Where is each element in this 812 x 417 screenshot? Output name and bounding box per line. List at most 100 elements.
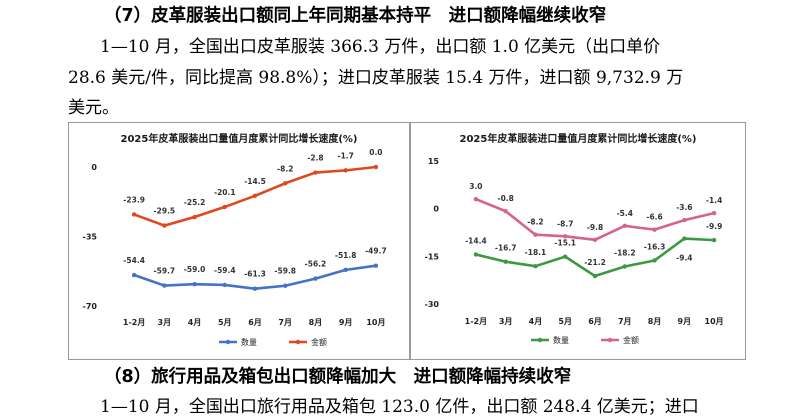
data-point <box>622 223 627 229</box>
data-point <box>682 217 687 223</box>
data-label: -49.7 <box>365 247 387 256</box>
data-label: -16.3 <box>644 242 666 251</box>
data-point <box>473 196 479 202</box>
data-label: -20.1 <box>214 188 236 197</box>
data-point <box>652 227 657 232</box>
data-label: -54.4 <box>123 256 145 265</box>
import-chart: 2025年皮革服装进口量值月度累计同比增长速度(%) 15 0 -15 -30 1-2月 3… <box>410 122 746 360</box>
data-point <box>283 283 288 288</box>
y-tick-label: 0 <box>433 205 439 214</box>
y-tick-label: -35 <box>83 233 98 242</box>
data-label: -15.1 <box>554 239 576 248</box>
x-tick-label: 5月 <box>218 318 232 327</box>
section-7-heading: （7）皮革服装出口额同上年同期基本持平 进口额降幅继续收窄 <box>104 6 607 26</box>
section-7-paragraph-line-3: 美元。 <box>68 98 119 118</box>
y-tick-label: -70 <box>83 302 98 311</box>
section-8-paragraph-line-1: 1—10 月，全国出口旅行用品及箱包 123.0 亿件，出口额 248.4 亿美… <box>100 397 699 417</box>
x-tick-label: 3月 <box>158 318 172 327</box>
y-tick-label: 0 <box>91 163 97 172</box>
data-point <box>563 254 568 259</box>
data-label: -59.4 <box>214 266 236 275</box>
x-tick-label: 9月 <box>339 318 353 327</box>
data-label: -9.4 <box>676 254 692 263</box>
chart-title: 2025年皮革服装出口量值月度累计同比增长速度(%) <box>121 132 358 145</box>
data-label: -56.2 <box>305 260 327 269</box>
data-label: -2.8 <box>307 154 323 163</box>
data-point <box>313 170 318 175</box>
x-tick-label: 1-2月 <box>123 318 145 327</box>
data-label: -21.2 <box>584 258 606 267</box>
x-tick-label: 9月 <box>678 317 692 326</box>
data-point <box>652 258 657 263</box>
data-label: -0.8 <box>497 194 513 203</box>
data-point <box>533 263 538 269</box>
x-tick-label: 4月 <box>529 317 543 326</box>
data-label: -9.8 <box>587 223 603 232</box>
data-label: -14.5 <box>244 177 266 186</box>
data-label: -18.1 <box>525 248 547 257</box>
data-label: 0.0 <box>369 148 382 157</box>
data-point <box>162 283 167 288</box>
data-point <box>131 212 137 217</box>
data-point <box>192 281 197 287</box>
data-point <box>222 282 227 288</box>
x-tick-label: 3月 <box>499 317 513 326</box>
data-point <box>373 164 379 170</box>
data-label: 3.0 <box>469 182 482 191</box>
data-label: -51.8 <box>335 251 357 260</box>
data-label: -6.6 <box>646 213 662 222</box>
export-chart-svg: 2025年皮革服装出口量值月度累计同比增长速度(%) 0 -35 -70 1-2月 3月 4… <box>83 132 387 347</box>
data-point <box>622 264 627 269</box>
data-point <box>343 267 348 273</box>
y-tick-label: 15 <box>428 157 440 166</box>
data-label: -1.4 <box>706 196 722 205</box>
data-point <box>473 252 479 257</box>
data-point <box>592 237 598 243</box>
data-label: -14.4 <box>465 236 487 245</box>
legend-marker <box>607 337 613 343</box>
legend-marker <box>537 337 543 343</box>
data-point <box>283 181 288 186</box>
data-point <box>711 210 717 216</box>
data-label: -29.5 <box>154 207 176 216</box>
section-7-paragraph-line-2: 28.6 美元/件，同比提高 98.8%）；进口皮革服装 15.4 万件，进口额… <box>68 68 684 88</box>
x-tick-label: 10月 <box>705 317 724 326</box>
data-point <box>192 214 197 220</box>
data-label: -8.7 <box>557 219 573 228</box>
data-label: -3.6 <box>676 203 692 212</box>
data-label: -25.2 <box>184 198 206 207</box>
legend-label: 数量 <box>241 337 257 347</box>
legend-label: 金额 <box>311 337 327 347</box>
legend-label: 金额 <box>623 335 639 345</box>
data-point <box>162 223 167 228</box>
data-point <box>533 232 538 237</box>
data-point <box>222 204 227 210</box>
data-label: -1.7 <box>337 151 353 160</box>
x-tick-label: 6月 <box>248 318 262 327</box>
chart-title: 2025年皮革服装进口量值月度累计同比增长速度(%) <box>460 132 697 145</box>
legend-label: 数量 <box>553 335 569 345</box>
x-tick-label: 6月 <box>588 317 602 326</box>
x-tick-label: 5月 <box>558 317 572 326</box>
legend-marker <box>295 339 301 345</box>
data-point <box>313 276 318 281</box>
data-point <box>252 286 258 291</box>
data-point <box>503 259 508 264</box>
y-tick-label: -30 <box>425 300 440 309</box>
x-tick-label: 7月 <box>278 318 292 327</box>
export-chart: 2025年皮革服装出口量值月度累计同比增长速度(%) 0 -35 -70 1-2月 3月 4… <box>68 122 410 360</box>
data-label: -8.2 <box>527 218 543 227</box>
data-label: -23.9 <box>123 195 145 204</box>
data-label: -59.7 <box>154 267 176 276</box>
data-label: -16.7 <box>495 244 517 253</box>
x-tick-label: 1-2月 <box>465 317 487 326</box>
data-label: -5.4 <box>617 209 633 218</box>
data-point <box>682 236 687 241</box>
legend-marker <box>225 339 231 345</box>
x-tick-label: 8月 <box>309 318 323 327</box>
section-8-heading: （8）旅行用品及箱包出口额降幅加大 进口额降幅持续收窄 <box>104 367 572 387</box>
data-point <box>373 263 379 268</box>
data-label: -59.8 <box>274 267 296 276</box>
x-tick-label: 4月 <box>188 318 202 327</box>
data-point <box>503 209 508 214</box>
